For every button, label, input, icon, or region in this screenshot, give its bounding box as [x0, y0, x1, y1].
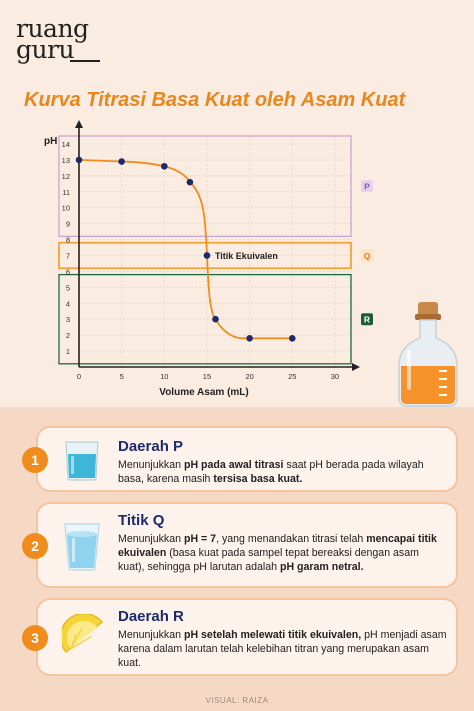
card-1-text-run: pH pada awal titrasi — [183, 459, 284, 471]
region-q-marker — [361, 249, 373, 262]
x-tick-label: 10 — [160, 372, 168, 381]
y-tick-label: 1 — [66, 347, 70, 356]
region-p-marker — [361, 180, 373, 193]
card-2-text-run: , yang menandakan titrasi telah — [216, 533, 367, 545]
y-tick-label: 6 — [66, 267, 70, 276]
card-3-text-run: pH setelah melewati titik ekuivalen, — [183, 629, 362, 641]
card-1-title: Daerah P — [118, 438, 184, 455]
card-2-title: Titik Q — [118, 512, 165, 529]
y-tick-label: 14 — [62, 140, 70, 149]
x-tick-label: 30 — [331, 372, 339, 381]
beaker-water-icon — [65, 441, 99, 481]
x-axis-label: Volume Asam (mL) — [159, 387, 248, 398]
y-tick-label: 12 — [62, 172, 70, 181]
x-tick-label: 20 — [245, 372, 253, 381]
card-2-text-run: mencapai titik ekuivalen — [118, 533, 437, 559]
lemon-icon — [62, 614, 104, 654]
card-1-text-run: saat pH berada pada wilayah basa, karena… — [118, 459, 424, 485]
region-p-box — [58, 135, 352, 238]
x-tick-label: 15 — [203, 372, 211, 381]
card-3-title: Daerah R — [118, 608, 184, 625]
card-region-p: Daerah P Menunjukkan pH pada awal titras… — [36, 426, 458, 492]
y-tick-label: 10 — [62, 204, 70, 213]
glass-water-icon — [64, 523, 100, 571]
region-p-label: P — [364, 182, 370, 192]
region-r-box — [58, 273, 352, 365]
y-axis-arrow — [75, 120, 83, 128]
x-tick-label: 5 — [120, 372, 124, 381]
card-1-text-run: tersisa basa kuat. — [213, 473, 303, 485]
data-point — [161, 162, 168, 170]
data-point — [75, 156, 83, 164]
x-tick-label: 0 — [77, 372, 81, 381]
brand-line-2: guru — [16, 35, 75, 64]
card-point-q: Titik Q Menunjukkan pH = 7, yang menanda… — [36, 502, 458, 588]
y-tick-label: 5 — [66, 283, 70, 292]
y-tick-label: 3 — [66, 315, 70, 324]
data-point — [288, 335, 296, 342]
y-tick-label: 13 — [62, 156, 70, 165]
y-tick-label: 2 — [66, 331, 70, 340]
titration-curve — [78, 158, 293, 340]
card-2-body: Menunjukkan pH = 7, yang menandakan titr… — [118, 532, 448, 574]
flask-icon — [398, 302, 458, 407]
y-tick-label: 4 — [66, 299, 70, 308]
brand-logo: ruang guru — [16, 14, 100, 64]
data-point — [246, 335, 253, 342]
card-2-text-run: pH garam netral. — [279, 561, 364, 573]
card-3-text-run: pH menjadi asam karena dalam larutan tel… — [118, 629, 447, 669]
card-3-number-badge: 3 — [22, 625, 48, 651]
page-title: Kurva Titrasi Basa Kuat oleh Asam Kuat — [24, 89, 406, 111]
logo-underline — [70, 60, 100, 62]
card-1-text-run: Menunjukkan — [118, 459, 184, 471]
card-2-text-run: (basa kuat pada sampel tepat bereaksi de… — [118, 547, 419, 573]
card-region-r: Daerah R Menunjukkan pH setelah melewati… — [36, 598, 458, 676]
region-q-box — [58, 241, 352, 270]
region-q-label: Q — [364, 251, 371, 261]
y-tick-label: 9 — [66, 220, 70, 229]
x-tick-label: 25 — [288, 372, 296, 381]
credit-text: VISUAL: RAIZA — [205, 696, 269, 705]
card-2-text-run: Menunjukkan — [118, 533, 184, 545]
card-1-number-badge: 1 — [22, 447, 48, 473]
y-tick-label: 11 — [62, 188, 70, 197]
y-tick-label: 8 — [66, 236, 70, 245]
card-3-body: Menunjukkan pH setelah melewati titik ek… — [118, 628, 448, 670]
card-2-number-badge: 2 — [22, 533, 48, 559]
data-point — [118, 158, 125, 165]
x-axis-arrow — [352, 363, 360, 371]
brand-line-1: ruang — [16, 14, 89, 43]
card-1-body: Menunjukkan pH pada awal titrasi saat pH… — [118, 458, 448, 486]
data-point — [212, 315, 219, 323]
card-2-text-run: pH = 7 — [183, 533, 217, 545]
region-r-marker — [361, 313, 373, 326]
data-point — [186, 178, 194, 186]
card-3-text-run: Menunjukkan — [118, 629, 184, 641]
y-axis-label: pH — [44, 136, 57, 147]
y-tick-label: 7 — [66, 251, 70, 260]
data-point — [203, 252, 211, 259]
equivalence-point-label: Titik Ekuivalen — [215, 251, 278, 261]
region-r-label: R — [364, 315, 370, 325]
